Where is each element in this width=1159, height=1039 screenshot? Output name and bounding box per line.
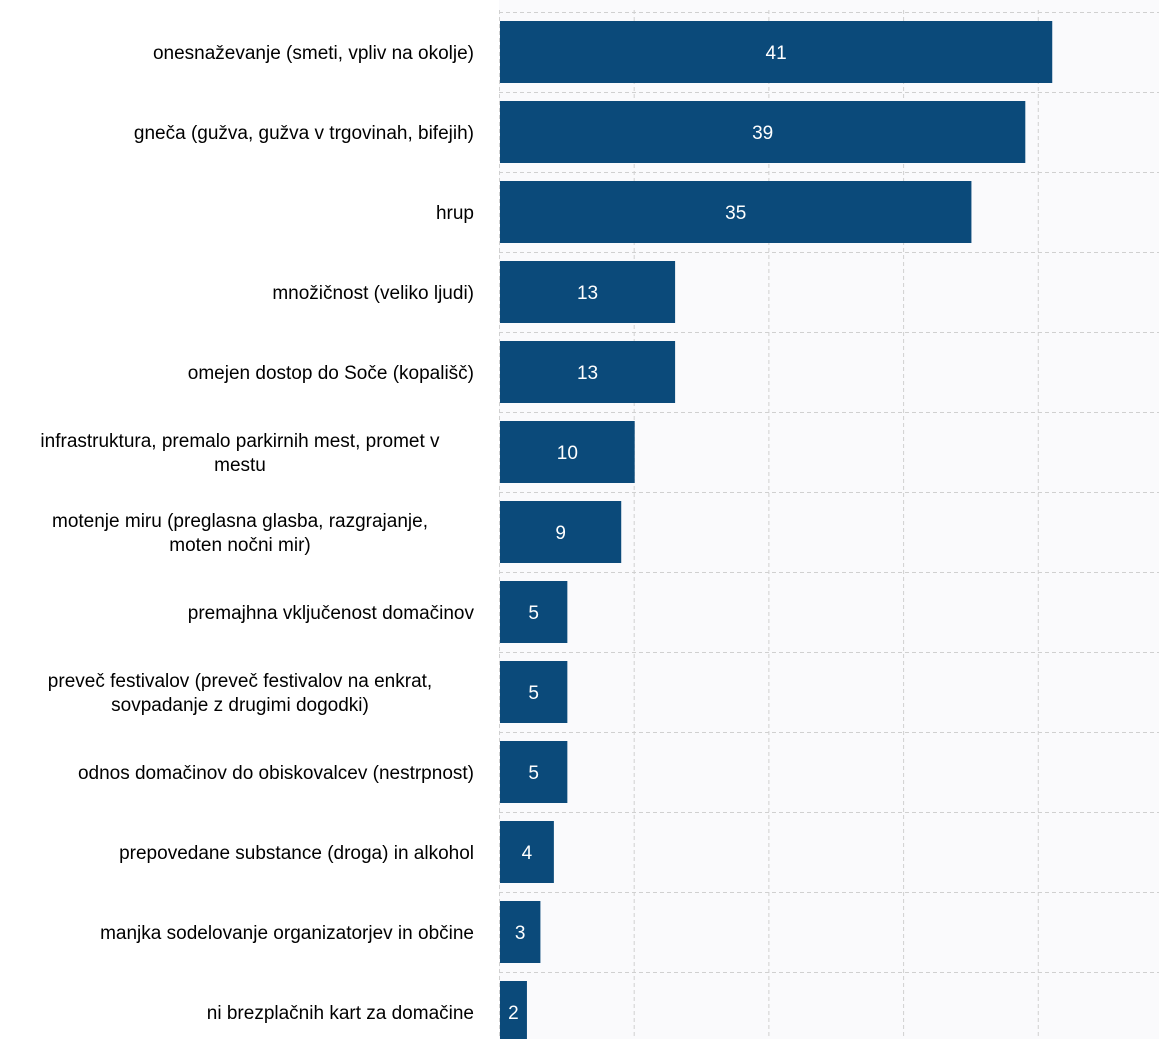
bar bbox=[500, 581, 568, 643]
bar bbox=[500, 661, 568, 723]
bar bbox=[500, 501, 622, 563]
category-label: množičnost (veliko ljudi) bbox=[272, 283, 474, 304]
bar-value-label: 13 bbox=[577, 283, 598, 304]
bar-value-label: 4 bbox=[522, 843, 533, 864]
category-label: ni brezplačnih kart za domačine bbox=[207, 1003, 474, 1024]
bar bbox=[500, 101, 1026, 163]
category-label-line: infrastruktura, premalo parkirnih mest, … bbox=[40, 431, 440, 452]
category-label-line: preveč festivalov (preveč festivalov na … bbox=[48, 671, 432, 692]
bar-value-label: 41 bbox=[766, 43, 787, 64]
bar bbox=[500, 981, 527, 1039]
bar bbox=[500, 901, 541, 963]
category-label-line: moten nočni mir) bbox=[169, 535, 311, 556]
bar-value-label: 13 bbox=[577, 363, 598, 384]
category-label-line: sovpadanje z drugimi dogodki) bbox=[111, 695, 369, 716]
bar-value-label: 35 bbox=[725, 203, 746, 224]
category-label: prepovedane substance (droga) in alkohol bbox=[119, 843, 474, 864]
bar bbox=[500, 821, 554, 883]
category-label: preveč festivalov (preveč festivalov na … bbox=[48, 671, 432, 716]
bar bbox=[500, 341, 676, 403]
bar bbox=[500, 741, 568, 803]
bar-value-label: 2 bbox=[508, 1003, 519, 1024]
category-label-line: mestu bbox=[214, 455, 266, 476]
category-label: manjka sodelovanje organizatorjev in obč… bbox=[100, 923, 474, 944]
bar bbox=[500, 181, 972, 243]
bar-value-label: 10 bbox=[557, 443, 578, 464]
bar-value-label: 3 bbox=[515, 923, 526, 944]
bar bbox=[500, 21, 1053, 83]
category-labels: onesnaževanje (smeti, vpliv na okolje) gn… bbox=[40, 43, 474, 1024]
bar-value-label: 5 bbox=[528, 603, 539, 624]
category-label: infrastruktura, premalo parkirnih mest, … bbox=[40, 431, 440, 476]
category-label: omejen dostop do Soče (kopališč) bbox=[188, 363, 474, 384]
bar-value-label: 5 bbox=[528, 683, 539, 704]
bars bbox=[500, 21, 1053, 1039]
category-label: odnos domačinov do obiskovalcev (nestrpn… bbox=[78, 763, 474, 784]
category-label: gneča (gužva, gužva v trgovinah, bifejih… bbox=[134, 123, 474, 144]
category-label-line: motenje miru (preglasna glasba, razgraja… bbox=[52, 511, 428, 532]
bar-value-label: 5 bbox=[528, 763, 539, 784]
category-label: hrup bbox=[436, 203, 474, 224]
bar bbox=[500, 261, 676, 323]
bar-value-label: 9 bbox=[555, 523, 566, 544]
bar-value-label: 39 bbox=[752, 123, 773, 144]
category-label: motenje miru (preglasna glasba, razgraja… bbox=[52, 511, 428, 556]
category-label: premajhna vključenost domačinov bbox=[188, 603, 475, 624]
value-labels: 41 39 35 13 13 10 9 5 5 5 4 3 2 bbox=[508, 43, 787, 1024]
bar bbox=[500, 421, 635, 483]
category-label: onesnaževanje (smeti, vpliv na okolje) bbox=[153, 43, 474, 64]
